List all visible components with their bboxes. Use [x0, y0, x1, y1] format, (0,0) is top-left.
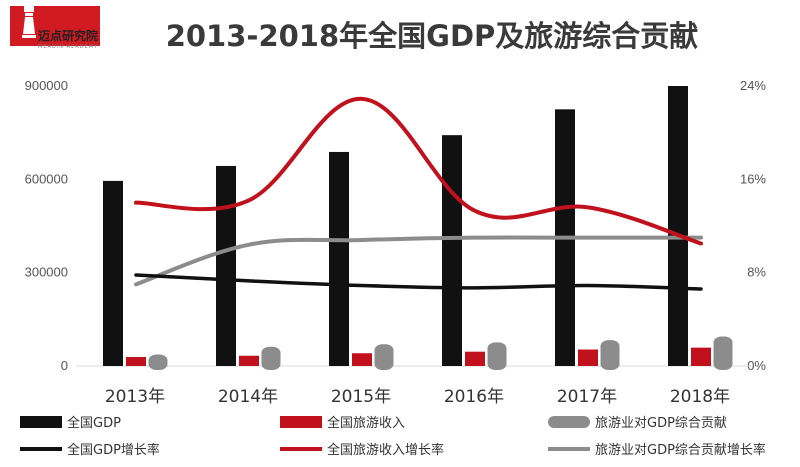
bar-tourism-revenue: [352, 353, 372, 366]
right-axis: 0% 8% 16% 24%: [740, 78, 766, 373]
bar-tourism-contribution: [148, 354, 168, 370]
legend-label: 全国旅游收入: [327, 415, 405, 431]
bar-tourism-revenue: [578, 349, 598, 366]
legend-label: 全国旅游收入增长率: [327, 442, 444, 458]
bar-gdp: [442, 135, 462, 366]
category-label: 2015年: [331, 387, 391, 407]
legend-label: 旅游业对GDP综合贡献: [595, 416, 727, 431]
left-tick-label: 0: [61, 358, 68, 373]
legend-item: 全国旅游收入: [280, 415, 405, 431]
category-label: 2013年: [105, 387, 165, 407]
category-axis: 2013年 2014年 2015年 2016年 2017年 2018年: [105, 387, 730, 407]
left-axis: 0 300000 600000 900000: [25, 78, 68, 373]
bar-tourism-revenue: [465, 351, 485, 366]
bar-gdp: [329, 151, 349, 366]
legend-item: 旅游业对GDP综合贡献: [548, 416, 727, 431]
right-tick-label: 8%: [747, 265, 766, 280]
category-label: 2018年: [670, 387, 730, 407]
legend-item: 旅游业对GDP综合贡献增长率: [548, 442, 766, 458]
bar-gdp: [668, 86, 688, 366]
bar-layer: [103, 86, 733, 370]
category-label: 2017年: [557, 387, 617, 407]
line-tourism-contribution-growth: [134, 235, 703, 287]
category-label: 2014年: [218, 387, 278, 407]
bar-tourism-contribution: [487, 342, 507, 370]
legend-item: 全国GDP增长率: [20, 442, 160, 458]
bar-tourism-contribution: [713, 336, 733, 370]
legend-swatch: [548, 416, 590, 428]
left-tick-label: 300000: [25, 265, 68, 280]
logo-subtitle: MEADIN ACADEMY: [38, 44, 98, 50]
legend-label: 全国GDP增长率: [67, 442, 160, 458]
chart-title: 2013-2018年全国GDP及旅游综合贡献: [166, 19, 699, 53]
right-tick-label: 0%: [747, 358, 766, 373]
left-tick-label: 900000: [25, 78, 68, 93]
right-tick-label: 16%: [740, 171, 766, 186]
bar-tourism-revenue: [691, 347, 711, 366]
logo-name: 迈点研究院: [38, 28, 98, 43]
bar-gdp: [103, 180, 123, 366]
legend-item: 全国GDP: [20, 415, 121, 431]
left-tick-label: 600000: [25, 171, 68, 186]
bar-tourism-contribution: [374, 344, 394, 370]
logo: 迈点研究院 MEADIN ACADEMY: [10, 5, 100, 50]
bar-tourism-revenue: [126, 356, 146, 366]
bar-tourism-contribution: [600, 340, 620, 370]
line-tourism-revenue-growth: [134, 96, 703, 246]
bar-gdp: [216, 165, 236, 366]
line-layer: [134, 96, 703, 291]
legend-swatch: [20, 416, 62, 428]
legend-swatch: [280, 416, 322, 428]
legend-label: 全国GDP: [67, 415, 121, 431]
line-gdp-growth: [134, 273, 703, 291]
legend-label: 旅游业对GDP综合贡献增长率: [595, 442, 766, 458]
bar-tourism-revenue: [239, 355, 259, 366]
bar-tourism-contribution: [261, 346, 281, 370]
right-tick-label: 24%: [740, 78, 766, 93]
lighthouse-icon: [10, 5, 100, 46]
legend-item: 全国旅游收入增长率: [280, 442, 444, 458]
category-label: 2016年: [444, 387, 504, 407]
